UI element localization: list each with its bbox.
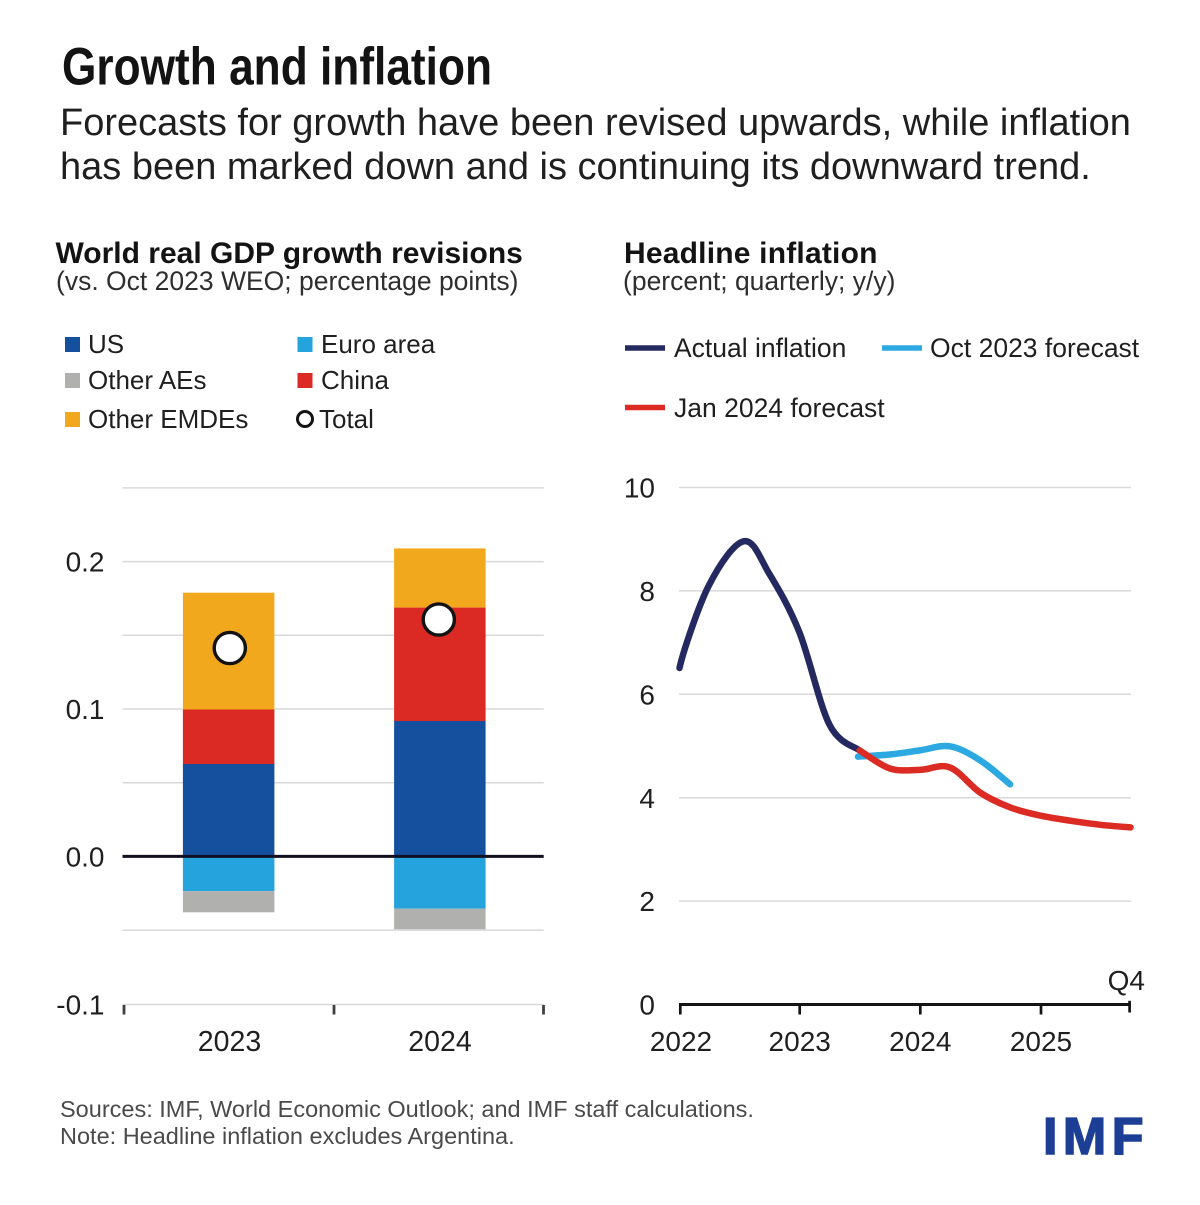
svg-text:(vs. Oct 2023 WEO; percentage: (vs. Oct 2023 WEO; percentage points) (56, 266, 518, 296)
svg-text:0.1: 0.1 (66, 694, 105, 725)
svg-text:-0.1: -0.1 (56, 990, 104, 1021)
svg-text:World real GDP growth revision: World real GDP growth revisions (56, 237, 523, 270)
svg-text:Note: Headline inflation exclu: Note: Headline inflation excludes Argent… (60, 1123, 515, 1149)
svg-text:IMF: IMF (1043, 1108, 1149, 1166)
svg-text:0: 0 (639, 990, 655, 1021)
svg-text:2023: 2023 (769, 1026, 831, 1057)
svg-text:US: US (88, 329, 124, 359)
svg-text:0.2: 0.2 (66, 547, 105, 578)
svg-text:Oct 2023 forecast: Oct 2023 forecast (930, 333, 1140, 363)
svg-text:6: 6 (639, 679, 655, 710)
svg-text:Euro area: Euro area (321, 329, 436, 359)
svg-text:2: 2 (639, 886, 655, 917)
svg-text:Jan 2024 forecast: Jan 2024 forecast (674, 393, 885, 423)
svg-text:2023: 2023 (198, 1026, 261, 1058)
svg-text:2025: 2025 (1010, 1026, 1072, 1057)
svg-text:8: 8 (639, 576, 655, 607)
svg-text:2024: 2024 (408, 1026, 472, 1058)
svg-text:0.0: 0.0 (66, 842, 105, 873)
svg-text:Other AEs: Other AEs (88, 365, 207, 395)
svg-text:Growth and inflation: Growth and inflation (62, 38, 492, 97)
svg-text:Headline inflation: Headline inflation (624, 237, 878, 270)
svg-text:2022: 2022 (650, 1026, 712, 1057)
svg-text:Actual inflation: Actual inflation (674, 333, 846, 363)
svg-text:4: 4 (639, 783, 655, 814)
svg-text:China: China (321, 365, 389, 395)
svg-text:Q4: Q4 (1108, 965, 1145, 996)
svg-text:has been marked down and is co: has been marked down and is continuing i… (60, 146, 1091, 188)
svg-text:2024: 2024 (889, 1026, 951, 1057)
svg-text:Forecasts for growth have been: Forecasts for growth have been revised u… (60, 102, 1131, 144)
svg-text:Sources: IMF, World Economic O: Sources: IMF, World Economic Outlook; an… (60, 1096, 754, 1122)
svg-text:Other EMDEs: Other EMDEs (88, 404, 248, 434)
svg-text:10: 10 (624, 473, 655, 504)
svg-text:(percent; quarterly; y/y): (percent; quarterly; y/y) (623, 266, 895, 296)
svg-text:Total: Total (319, 404, 374, 434)
